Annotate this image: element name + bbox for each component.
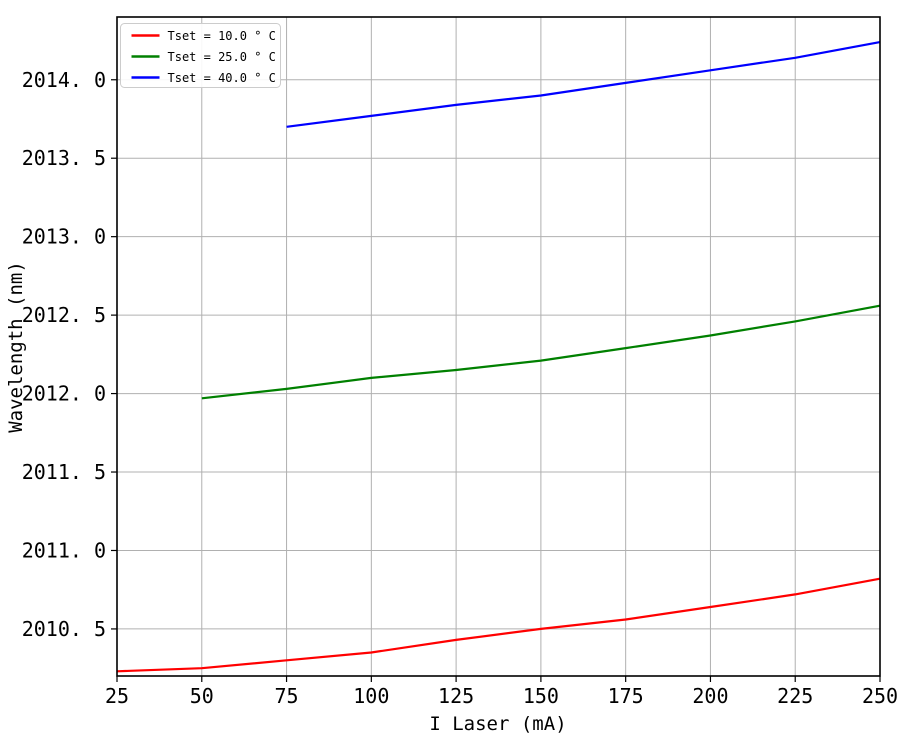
legend-label-1: Tset = 25.0 ° C [168,50,276,64]
x-tick-label: 225 [777,684,813,708]
series-line-1 [201,304,881,400]
y-tick-label: 2013. 0 [22,225,106,249]
ticks-layer: 25 50 75 100 125 150 175 200 225 250 2010. 5 2011. … [22,68,898,708]
x-tick-label: 75 [275,684,299,708]
x-tick-label: 175 [608,684,644,708]
grid-layer [116,17,881,676]
x-tick-label: 100 [353,684,389,708]
legend: Tset = 10.0 ° C Tset = 25.0 ° C Tset = 40.… [120,23,281,88]
y-tick-label: 2013. 5 [22,146,106,170]
series-line-2 [286,41,881,128]
legend-label-0: Tset = 10.0 ° C [168,29,276,43]
y-tick-label: 2014. 0 [22,68,106,92]
x-axis-label: I Laser (mA) [429,713,566,735]
series-layer [116,41,881,673]
x-tick-label: 200 [692,684,728,708]
legend-box [120,23,281,88]
y-tick-label: 2010. 5 [22,617,106,641]
legend-label-2: Tset = 40.0 ° C [168,71,276,85]
y-tick-label: 2012. 5 [22,303,106,327]
y-tick-label: 2011. 0 [22,538,106,562]
y-tick-label: 2011. 5 [22,460,106,484]
x-tick-label: 25 [105,684,129,708]
x-tick-label: 125 [438,684,474,708]
plot-border [116,16,881,677]
y-tick-label: 2012. 0 [22,382,106,406]
x-tick-label: 250 [862,684,898,708]
x-tick-label: 150 [523,684,559,708]
y-axis-label: Wavelength (nm) [5,261,27,433]
series-line-0 [116,577,881,673]
x-tick-label: 50 [190,684,214,708]
